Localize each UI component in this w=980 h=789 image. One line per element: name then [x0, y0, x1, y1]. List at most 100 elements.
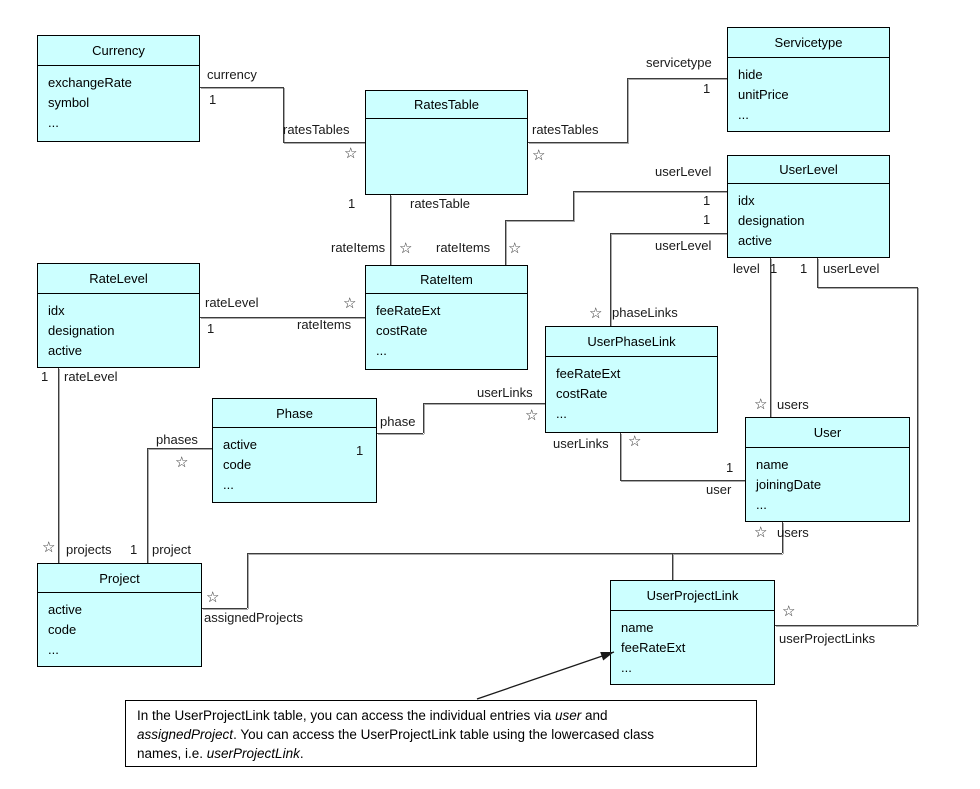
- entity-attribute: ...: [376, 343, 387, 358]
- entity-rate-level: RateLevel idx designation active: [37, 263, 200, 368]
- entity-attribute: active: [738, 233, 772, 248]
- connector-line: [247, 553, 782, 554]
- entity-attribute: name: [621, 620, 654, 635]
- entity-user-phase-link: UserPhaseLink feeRateExt costRate...: [545, 326, 718, 433]
- connector-line: [147, 448, 148, 563]
- association-label: userLevel: [823, 261, 880, 276]
- multiplicity-label: 1: [41, 369, 49, 384]
- entity-attributes: active code...: [38, 593, 201, 660]
- entity-title: RatesTable: [366, 91, 527, 119]
- note-text: .: [299, 746, 304, 761]
- many-star-icon: ☆: [206, 589, 220, 606]
- association-label: currency: [207, 67, 257, 82]
- entity-attribute: feeRateExt: [621, 640, 686, 655]
- connector-line: [423, 403, 424, 433]
- association-label: assignedProjects: [204, 610, 303, 625]
- connector-line: [610, 233, 611, 326]
- multiplicity-label: 1: [726, 460, 734, 475]
- entity-attribute: unitPrice: [738, 87, 789, 102]
- entity-attribute: feeRateExt: [556, 366, 621, 381]
- many-star-icon: ☆: [525, 407, 539, 424]
- connector-line: [917, 287, 918, 625]
- entity-title: RateLevel: [38, 264, 199, 294]
- note-text-line: assignedProject. You can access the User…: [137, 725, 745, 744]
- entity-title: Project: [38, 564, 201, 593]
- connector-line: [817, 258, 818, 287]
- entity-title: UserProjectLink: [611, 581, 774, 611]
- association-label: phase: [380, 414, 416, 429]
- connector-line: [58, 368, 59, 563]
- association-label: userLevel: [655, 164, 712, 179]
- note-text: and: [581, 708, 608, 723]
- entity-attribute: ...: [738, 107, 749, 122]
- entity-user-level: UserLevel idx designation active: [727, 155, 890, 258]
- entity-title: UserLevel: [728, 156, 889, 184]
- entity-project: Project active code...: [37, 563, 202, 667]
- association-label: userLinks: [553, 436, 609, 451]
- entity-attributes: exchangeRate symbol...: [38, 66, 199, 133]
- association-label: userProjectLinks: [779, 631, 876, 646]
- association-label: level: [733, 261, 760, 276]
- multiplicity-label: 1: [800, 261, 808, 276]
- association-label: rateItems: [297, 317, 352, 332]
- entity-attributes: feeRateExt costRate...: [546, 357, 717, 424]
- many-star-icon: ☆: [754, 524, 768, 541]
- connector-line: [202, 608, 247, 609]
- multiplicity-label: 1: [130, 542, 138, 557]
- association-label: rateLevel: [64, 369, 118, 384]
- entity-attributes: name feeRateExt...: [611, 611, 774, 678]
- association-label: userLevel: [655, 238, 712, 253]
- entity-attribute: code: [48, 622, 77, 637]
- connector-line: [528, 142, 628, 143]
- entity-title: Phase: [213, 399, 376, 428]
- association-label: phaseLinks: [612, 305, 678, 320]
- many-star-icon: ☆: [343, 295, 357, 312]
- connector-line: [200, 87, 284, 88]
- entity-attribute: ...: [556, 406, 567, 421]
- entity-attribute: ...: [48, 642, 59, 657]
- entity-attributes: name joiningDate...: [746, 448, 909, 515]
- association-label: userLinks: [477, 385, 533, 400]
- entity-attributes: active code...: [213, 428, 376, 495]
- entity-title: UserPhaseLink: [546, 327, 717, 357]
- note-text-italic: assignedProject: [137, 727, 234, 742]
- connector-line: [505, 220, 574, 221]
- entity-attribute: feeRateExt: [376, 303, 441, 318]
- entity-attribute: name: [756, 457, 789, 472]
- many-star-icon: ☆: [508, 240, 522, 257]
- entity-rates-table: RatesTable: [365, 90, 528, 195]
- note-text: . You can access the UserProjectLink tab…: [233, 727, 655, 742]
- association-label: users: [777, 525, 809, 540]
- entity-attribute: hide: [738, 67, 763, 82]
- many-star-icon: ☆: [628, 433, 642, 450]
- connector-line: [200, 317, 365, 318]
- note-text-line: In the UserProjectLink table, you can ac…: [137, 706, 745, 725]
- connector-line: [672, 553, 673, 580]
- association-label: user: [706, 482, 732, 497]
- connector-line: [573, 191, 574, 221]
- entity-attribute: costRate: [556, 386, 608, 401]
- association-label: ratesTable: [410, 196, 470, 211]
- association-label: rateLevel: [205, 295, 259, 310]
- entity-attribute: ...: [223, 477, 234, 492]
- association-label: rateItems: [436, 240, 491, 255]
- connector-line: [782, 522, 783, 553]
- entity-attributes: feeRateExt costRate...: [366, 294, 527, 361]
- entity-attributes: [366, 119, 527, 126]
- multiplicity-label: 1: [209, 92, 217, 107]
- note-text-line: names, i.e. userProjectLink.: [137, 744, 745, 763]
- connector-line: [247, 553, 248, 608]
- entity-user: User name joiningDate...: [745, 417, 910, 522]
- many-star-icon: ☆: [589, 305, 603, 322]
- entity-attribute: active: [48, 343, 82, 358]
- association-label: project: [152, 542, 192, 557]
- many-star-icon: ☆: [782, 603, 796, 620]
- connector-line: [283, 142, 365, 143]
- entity-attribute: designation: [738, 213, 805, 228]
- connector-line: [573, 191, 727, 192]
- note-text-italic: user: [554, 708, 582, 723]
- connector-line: [770, 258, 771, 417]
- connector-line: [610, 233, 727, 234]
- multiplicity-label: 1: [770, 261, 778, 276]
